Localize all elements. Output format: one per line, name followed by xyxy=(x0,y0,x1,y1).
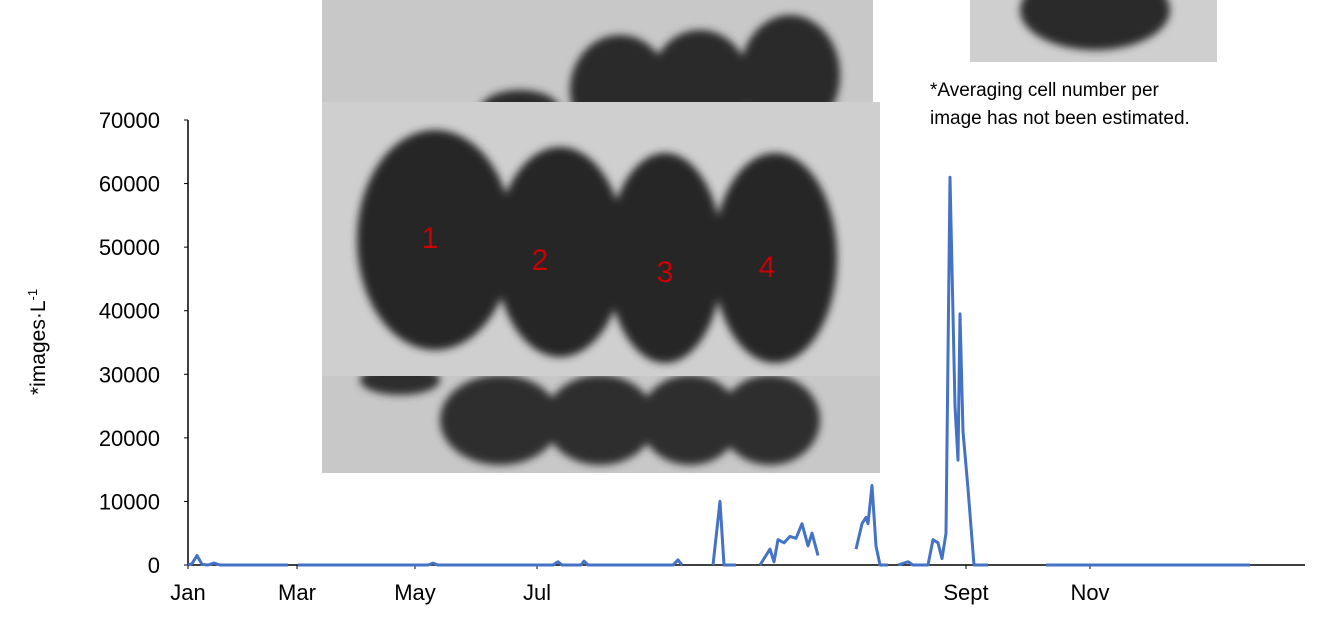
annotation: image has not been estimated. xyxy=(930,108,1190,129)
y-tick-label: 50000 xyxy=(99,235,160,260)
y-tick-label: 20000 xyxy=(99,426,160,451)
y-tick-label: 30000 xyxy=(99,362,160,387)
cell-label: 4 xyxy=(759,251,776,284)
x-tick-label: Sept xyxy=(943,580,988,605)
x-tick-label: Mar xyxy=(278,580,316,605)
x-tick-label: Nov xyxy=(1070,580,1109,605)
x-tick-label: May xyxy=(394,580,436,605)
plot xyxy=(187,175,1250,567)
y-tick-label: 70000 xyxy=(99,108,160,133)
y-tick-label: 60000 xyxy=(99,172,160,197)
micrograph-corner xyxy=(970,0,1217,62)
x-tick-label: Jan xyxy=(170,580,205,605)
line-series xyxy=(187,175,1250,567)
x-tick-label: Jul xyxy=(523,580,551,605)
cell-label: 1 xyxy=(422,222,439,255)
y-tick-label: 40000 xyxy=(99,299,160,324)
annotation: *Averaging cell number per xyxy=(930,80,1160,101)
y-tick-label: 10000 xyxy=(99,489,160,514)
y-axis-label-main: *images·L xyxy=(27,301,50,396)
cell-label: 3 xyxy=(657,256,674,289)
micrograph-bottom xyxy=(322,365,880,473)
y-axis-label-sup: -1 xyxy=(25,289,40,301)
y-axis-label: *images·L-1 xyxy=(25,289,50,395)
y-tick-label: 0 xyxy=(148,553,160,578)
cell-label: 2 xyxy=(532,244,549,277)
axes: 0 10000 20000 30000 40000 50000 60000 70000 Jan M… xyxy=(99,108,1305,605)
micrograph-main: 1 2 3 4 xyxy=(322,102,880,376)
